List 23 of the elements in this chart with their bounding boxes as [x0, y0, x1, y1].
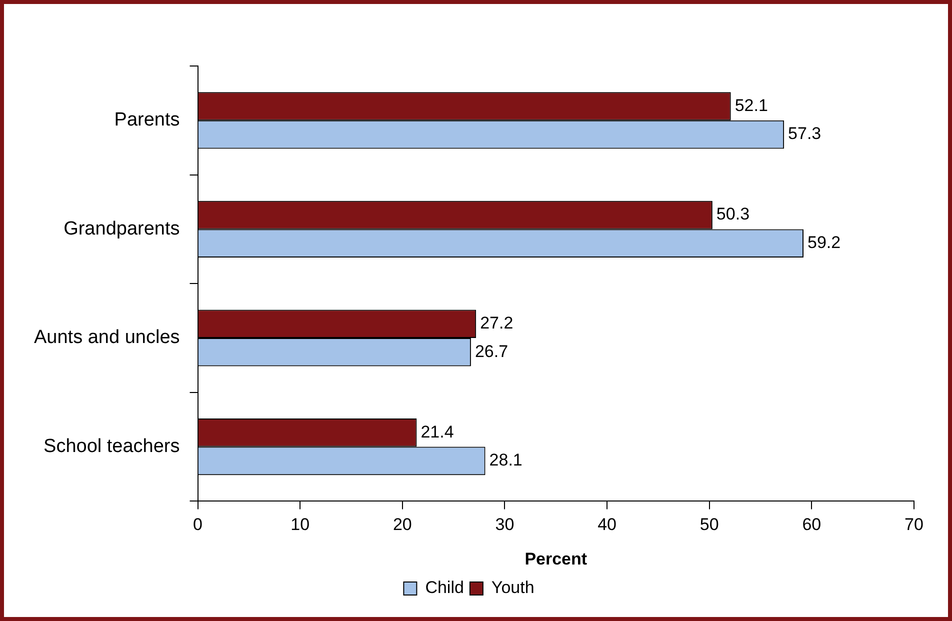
x-tick-label: 60 [802, 515, 822, 534]
data-label: 21.4 [420, 422, 454, 442]
x-tick-label: 30 [495, 515, 514, 534]
x-tick-label: 50 [700, 515, 719, 534]
x-tick-label: 0 [193, 515, 202, 534]
data-label: 50.3 [716, 204, 750, 224]
x-tick-label: 70 [904, 515, 924, 534]
data-label: 59.2 [807, 233, 841, 252]
legend-label: Youth [491, 578, 534, 598]
x-tick-label: 10 [290, 515, 310, 534]
y-tick-label: Grandparents [64, 218, 180, 240]
data-label: 28.1 [489, 450, 522, 470]
x-tick-label: 40 [598, 515, 617, 534]
legend-label: Child [425, 578, 464, 598]
y-tick-label: Parents [114, 110, 180, 131]
data-label: 27.2 [480, 314, 514, 333]
data-label: 26.7 [474, 342, 508, 361]
x-axis-title: Percent [524, 549, 588, 568]
y-tick-label: School teachers [44, 436, 180, 458]
y-tick-label: Aunts and uncles [34, 327, 180, 348]
data-label: 52.1 [734, 96, 768, 115]
x-tick-label: 20 [392, 515, 412, 534]
data-label: 57.3 [788, 124, 822, 144]
